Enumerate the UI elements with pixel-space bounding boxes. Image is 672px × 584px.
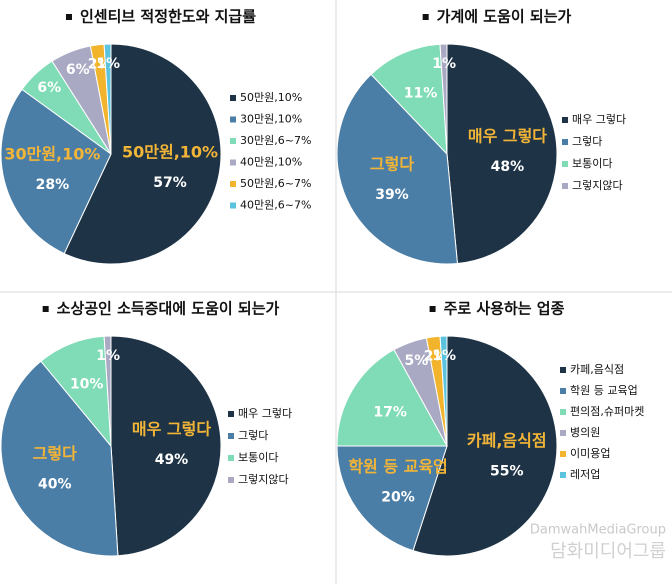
legend-label: 30만원,6~7% [240,134,311,147]
legend-label: 보통이다 [238,451,278,464]
pie-slice [336,348,448,447]
callout-label: 50만원,10% [122,143,218,162]
pie-slice [63,43,222,265]
chart-title: 인센티브 적정한도와 지급률 [80,8,256,26]
legend-swatch [230,138,236,144]
legend-label: 병의원 [570,426,600,439]
value-label: 1% [96,348,120,364]
legend-swatch [562,183,568,189]
legend-label: 40만원,6~7% [240,199,311,212]
callout-label: 그렇다 [33,444,77,463]
legend-label: 카페,음식점 [570,363,624,376]
watermark: 담화미디어그룹 [550,541,666,562]
legend-swatch [230,159,236,166]
value-label: 28% [36,177,70,193]
legend-swatch [230,202,236,209]
legend-swatch [230,181,236,187]
value-label: 57% [153,175,187,191]
value-label: 49% [155,452,189,468]
pie-slice [0,360,119,557]
legend-swatch [228,455,234,461]
value-label: 6% [66,62,90,78]
pie-slice [439,335,448,447]
legend-label: 30만원,10% [240,113,302,126]
legend-swatch [562,117,568,123]
watermark: DamwahMediaGroup [530,523,666,538]
callout-label: 매우 그렇다 [132,420,211,439]
pie-slice [446,43,558,265]
callout-label: 그렇다 [370,155,414,174]
legend-label: 그렇다 [238,429,268,442]
legend-label: 보통이다 [572,157,612,170]
pie-slice [103,43,112,155]
legend-label: 50만원,10% [240,91,302,104]
chart-title: 소상공인 소득증대에 도움이 되는가 [57,300,280,318]
value-label: 17% [373,404,407,420]
value-label: 1% [432,56,456,72]
pie-slice [370,43,448,156]
legend-label: 학원 등 교육업 [570,384,638,397]
title-bullet [429,306,436,312]
legend-swatch [562,161,568,167]
legend-swatch [230,95,236,101]
pie-slice [0,88,112,255]
legend-label: 그렇지않다 [238,473,289,486]
value-label: 40% [38,476,72,492]
value-label: 11% [404,86,438,102]
chart-title: 주로 사용하는 업종 [444,300,565,318]
legend-swatch [560,388,566,394]
legend-swatch [560,409,566,415]
legend-label: 매우 그렇다 [238,407,292,420]
pie-slice [336,73,459,265]
pie-slice [412,335,558,557]
value-label: 6% [37,80,61,96]
legend-swatch [560,451,566,457]
legend-label: 편의점,슈퍼마켓 [570,405,644,418]
callout-label: 매우 그렇다 [468,127,547,146]
value-label: 48% [491,159,525,175]
legend-swatch [228,477,234,483]
callout-label: 30만원,10% [4,145,100,164]
value-label: 20% [381,490,415,506]
value-label: 5% [405,353,429,369]
chart-title: 가계에 도움이 되는가 [437,8,572,26]
pie-slice [110,335,222,557]
value-label: 55% [490,463,524,479]
legend-swatch [228,433,234,439]
value-label: 1% [96,56,120,72]
legend-swatch [560,430,566,436]
legend-label: 매우 그렇다 [572,113,626,126]
legend-label: 레저업 [570,468,600,481]
pie-slice [439,43,448,155]
pie-slice [336,445,448,552]
callout-label: 카페,음식점 [467,431,547,450]
legend-label: 40만원,10% [240,156,302,169]
pie-slice [103,335,112,447]
title-bullet [422,14,429,20]
value-label: 1% [432,348,456,364]
legend-swatch [562,139,568,145]
legend-label: 이미용업 [570,447,610,460]
legend-swatch [560,472,566,478]
legend-label: 50만원,6~7% [240,177,311,190]
legend-swatch [230,116,236,123]
legend-label: 그렇다 [572,135,602,148]
value-label: 39% [375,187,409,203]
legend-swatch [560,367,566,373]
callout-label: 학원 등 교육업 [348,457,447,476]
legend-label: 그렇지않다 [572,179,623,192]
title-bullet [42,306,49,312]
title-bullet [65,14,72,20]
legend-swatch [228,411,234,417]
value-label: 10% [70,377,104,393]
